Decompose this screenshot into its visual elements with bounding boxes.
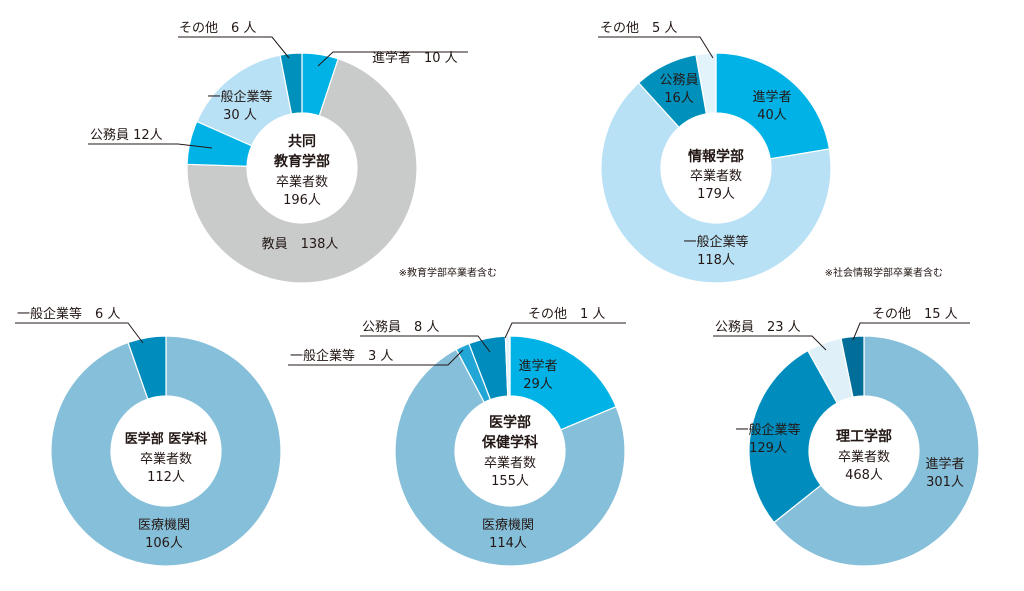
slice-label: 一般企業等: [735, 422, 800, 438]
footnote: ※教育学部卒業者含む: [399, 266, 497, 279]
slice-value-label: 40人: [757, 108, 787, 123]
slice-value-label: 114人: [489, 536, 527, 551]
slice-label: 一般企業等: [683, 234, 748, 250]
center-title: 理工学部: [836, 428, 892, 445]
slice-label: その他 1 人: [528, 307, 605, 322]
leader-line: [852, 322, 970, 341]
slice-label: 公務員 23 人: [715, 320, 801, 335]
slice-2: [748, 349, 838, 524]
leader-line: [504, 322, 626, 339]
slice-label: 医療機関: [482, 518, 534, 533]
center-total-label: 卒業者数: [838, 449, 890, 465]
slice-label: 医療機関: [138, 518, 190, 533]
slice-label: その他 15 人: [872, 307, 958, 322]
slice-label: 一般企業等 3 人: [290, 348, 393, 364]
slice-label: 進学者: [925, 456, 964, 472]
slice-2: [600, 82, 832, 284]
center-title: 医学部: [489, 414, 531, 431]
slice-value-label: 30 人: [223, 108, 257, 123]
center-title: 医学部 医学科: [125, 431, 208, 447]
leader-line: [178, 36, 290, 59]
center-subtitle: 教育学部: [274, 153, 330, 170]
slice-value-label: 301人: [926, 475, 964, 490]
leader-line: [598, 36, 714, 59]
leader-line: [360, 335, 491, 353]
leader-line: [88, 143, 213, 149]
center-total-label: 卒業者数: [690, 168, 742, 184]
slice-label: 教員 138人: [262, 236, 339, 252]
slice-2: [127, 335, 167, 400]
center-title: 共同: [288, 133, 316, 150]
center-total: 196人: [283, 193, 321, 208]
slice-1: [715, 52, 831, 160]
slice-5: [504, 335, 511, 397]
leader-line: [713, 335, 827, 351]
slice-value-label: 106人: [145, 536, 183, 551]
slice-label: その他 5 人: [600, 21, 677, 36]
slice-label: 一般企業等 6 人: [17, 306, 120, 322]
slice-label: 一般企業等: [207, 89, 272, 105]
leader-line: [288, 349, 464, 366]
slice-1: [50, 335, 282, 567]
center-title: 情報学部: [688, 148, 744, 165]
center-total: 112人: [147, 470, 185, 485]
slice-5: [279, 52, 303, 115]
slice-label: その他 6 人: [179, 21, 256, 36]
slice-label: 公務員 12人: [90, 128, 163, 143]
slice-4: [840, 335, 865, 398]
center-total-label: 卒業者数: [140, 451, 192, 467]
slice-value-label: 118人: [697, 253, 735, 268]
center-total: 155人: [491, 474, 529, 489]
slice-value-label: 16人: [664, 91, 694, 106]
slice-4: [695, 52, 717, 115]
slice-label: 公務員: [659, 73, 698, 88]
slice-1: [773, 335, 980, 567]
slice-1: [509, 335, 617, 431]
leader-line: [317, 51, 468, 67]
center-total: 179人: [697, 187, 735, 202]
center-subtitle: 保健学科: [481, 434, 538, 451]
slice-label: 進学者: [518, 358, 557, 374]
slice-value-label: 129人: [749, 441, 787, 456]
slice-2: [394, 348, 626, 567]
center-total-label: 卒業者数: [484, 455, 536, 471]
slice-label: 公務員 8 人: [362, 320, 439, 335]
slice-label: 進学者 10 人: [372, 50, 458, 66]
center-total: 468人: [845, 468, 883, 483]
center-total-label: 卒業者数: [276, 174, 328, 190]
slice-label: 進学者: [752, 89, 791, 105]
footnote: ※社会情報学部卒業者含む: [825, 266, 943, 279]
slice-2: [186, 58, 418, 284]
slice-value-label: 29人: [523, 377, 553, 392]
leader-line: [15, 322, 144, 344]
